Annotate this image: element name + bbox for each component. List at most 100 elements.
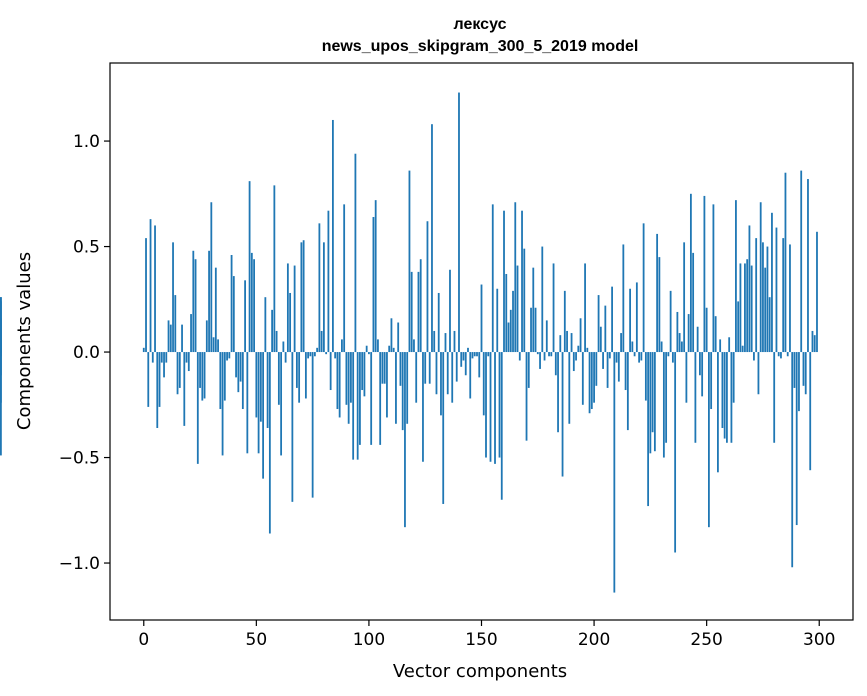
bar-239 (680, 341, 683, 353)
bar-132 (440, 352, 442, 416)
bar-269 (748, 225, 751, 353)
bar-270 (750, 265, 753, 353)
bar-121 (415, 352, 418, 403)
bar-120 (413, 339, 415, 353)
bar-117 (406, 352, 409, 424)
bar-242 (687, 314, 690, 353)
bar-230 (660, 341, 663, 353)
bar-63 (284, 352, 287, 363)
bar-19 (185, 352, 188, 363)
bar-147 (473, 352, 476, 357)
bar-40 (232, 276, 235, 353)
bar-31 (212, 337, 215, 353)
bar-119 (410, 271, 413, 353)
bar-133 (442, 352, 445, 504)
bar-228 (656, 233, 659, 353)
bar-35 (221, 352, 224, 456)
bar-88 (341, 339, 343, 353)
bar-171 (527, 352, 530, 388)
bar-244 (692, 252, 695, 353)
bar-126 (426, 221, 429, 353)
bar-247 (699, 352, 701, 376)
bar-115 (401, 352, 404, 431)
bar-191 (572, 352, 575, 372)
bar-36 (223, 352, 226, 401)
bar-249 (703, 195, 706, 353)
bar-6 (156, 352, 159, 428)
chart-title: лексус (454, 16, 507, 33)
bar-271 (753, 352, 755, 361)
bar-172 (530, 307, 532, 353)
bar-235 (671, 352, 674, 363)
bar-134 (444, 333, 447, 353)
bar-33 (217, 339, 219, 353)
x-tick-label: 0 (138, 630, 149, 650)
bar-163 (509, 309, 512, 353)
bar-203 (599, 326, 602, 353)
bar-30 (210, 202, 213, 353)
bar-181 (550, 352, 553, 357)
bar-265 (739, 263, 742, 353)
bar-154 (489, 352, 492, 462)
bar-112 (395, 352, 397, 424)
bar-129 (433, 330, 436, 353)
y-tick-label: 1.0 (73, 132, 100, 152)
x-axis-ticks: 0 50 100 150 200 250 300 (138, 620, 835, 650)
bar-227 (653, 352, 656, 452)
bar-98 (363, 352, 366, 397)
bar-183 (554, 352, 557, 376)
bar-161 (505, 273, 508, 353)
bar-262 (732, 352, 735, 403)
bar-106 (381, 352, 384, 384)
bar-44 (241, 352, 244, 410)
bar-252 (710, 352, 713, 410)
bar-186 (561, 352, 564, 477)
bar-4 (151, 352, 154, 363)
bar-1 (145, 238, 147, 353)
bar-12 (169, 324, 172, 353)
bar-97 (361, 352, 364, 391)
bar-32 (214, 267, 217, 353)
bar-104 (377, 339, 379, 353)
bar-253 (712, 204, 715, 353)
x-tick-label: 200 (578, 630, 610, 650)
bar-218 (633, 352, 636, 357)
bar-131 (437, 292, 440, 353)
bar-100 (368, 352, 370, 355)
bar-56 (268, 352, 271, 534)
bar-42 (237, 352, 240, 393)
bar-287 (789, 244, 791, 353)
bar-209 (613, 352, 616, 593)
bar-118 (408, 170, 411, 353)
bar-64 (286, 263, 289, 353)
bar-52 (259, 352, 262, 422)
bar-91 (347, 352, 350, 424)
bar-162 (507, 322, 510, 353)
bar-212 (620, 333, 622, 353)
bar-199 (590, 352, 593, 410)
bar-82 (327, 210, 330, 353)
bar-254 (714, 316, 717, 353)
bar-39 (230, 255, 233, 353)
bar-123 (419, 259, 422, 353)
bar-96 (359, 352, 361, 445)
bar-167 (518, 352, 521, 361)
bar-180 (548, 352, 550, 357)
bar-216 (629, 288, 631, 353)
bar-210 (615, 352, 618, 363)
bar-48 (250, 252, 253, 353)
bar-90 (345, 352, 348, 405)
bar-214 (624, 352, 627, 391)
y-tick-label: −0.5 (59, 449, 100, 469)
y-tick-label: 0.0 (73, 343, 100, 363)
bar-83 (329, 352, 332, 391)
bar-93 (352, 352, 355, 460)
bar-128 (431, 124, 433, 353)
bar-224 (647, 352, 650, 507)
bar-208 (611, 286, 613, 353)
bar-70 (300, 242, 303, 353)
bar-168 (521, 210, 523, 353)
bar-7 (158, 352, 161, 407)
bar-54 (264, 297, 267, 353)
bar-38 (228, 352, 231, 359)
